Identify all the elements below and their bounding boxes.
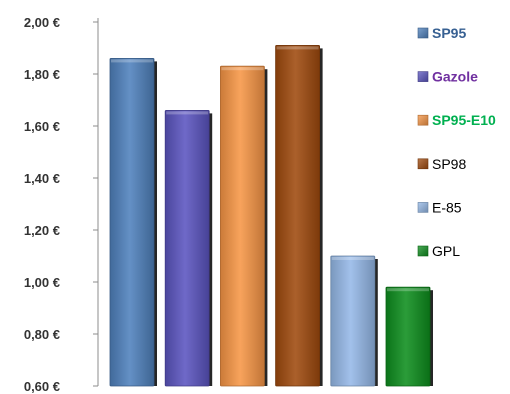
legend-swatch — [417, 245, 429, 257]
y-tick-label: 1,00 € — [24, 275, 60, 290]
y-axis: 0,60 € 0,80 € 1,00 € 1,20 € 1,40 € 1,60 € 1,80… — [24, 15, 99, 394]
legend-label: Gazole — [432, 69, 478, 85]
bar-highlight — [331, 257, 374, 260]
bars — [109, 45, 433, 387]
y-tick-label: 2,00 € — [24, 15, 60, 30]
legend-label: SP98 — [432, 156, 466, 172]
legend-swatch — [417, 114, 429, 126]
bar-highlight — [276, 46, 319, 50]
bar-sp95 — [109, 58, 155, 387]
legend-swatch — [417, 158, 429, 170]
bar-e-85 — [330, 255, 376, 387]
y-tick-label: 1,20 € — [24, 223, 60, 238]
bar-gpl — [385, 286, 431, 387]
y-tick-label: 1,60 € — [24, 119, 60, 134]
legend-label: SP95 — [432, 25, 466, 41]
legend-swatch — [417, 202, 429, 213]
y-tick-label: 0,80 € — [24, 327, 60, 342]
bar-highlight — [111, 59, 153, 63]
y-tick-label: 0,60 € — [24, 379, 60, 394]
bar-sp95-e10 — [219, 65, 265, 387]
legend-swatch — [417, 27, 429, 39]
bar-highlight — [166, 111, 209, 115]
legend-swatch — [417, 71, 429, 82]
legend: SP95 Gazole SP95-E10 SP98 E-85 GPL — [417, 25, 496, 259]
y-tick-label: 1,80 € — [24, 67, 60, 82]
y-tick-label: 1,40 € — [24, 171, 60, 186]
bar-highlight — [387, 288, 429, 292]
legend-label: GPL — [432, 243, 460, 259]
bar-highlight — [221, 67, 264, 71]
legend-label: SP95-E10 — [432, 112, 496, 128]
bar-gazole — [164, 110, 210, 387]
bar-sp98 — [275, 45, 321, 387]
legend-label: E-85 — [432, 199, 462, 215]
